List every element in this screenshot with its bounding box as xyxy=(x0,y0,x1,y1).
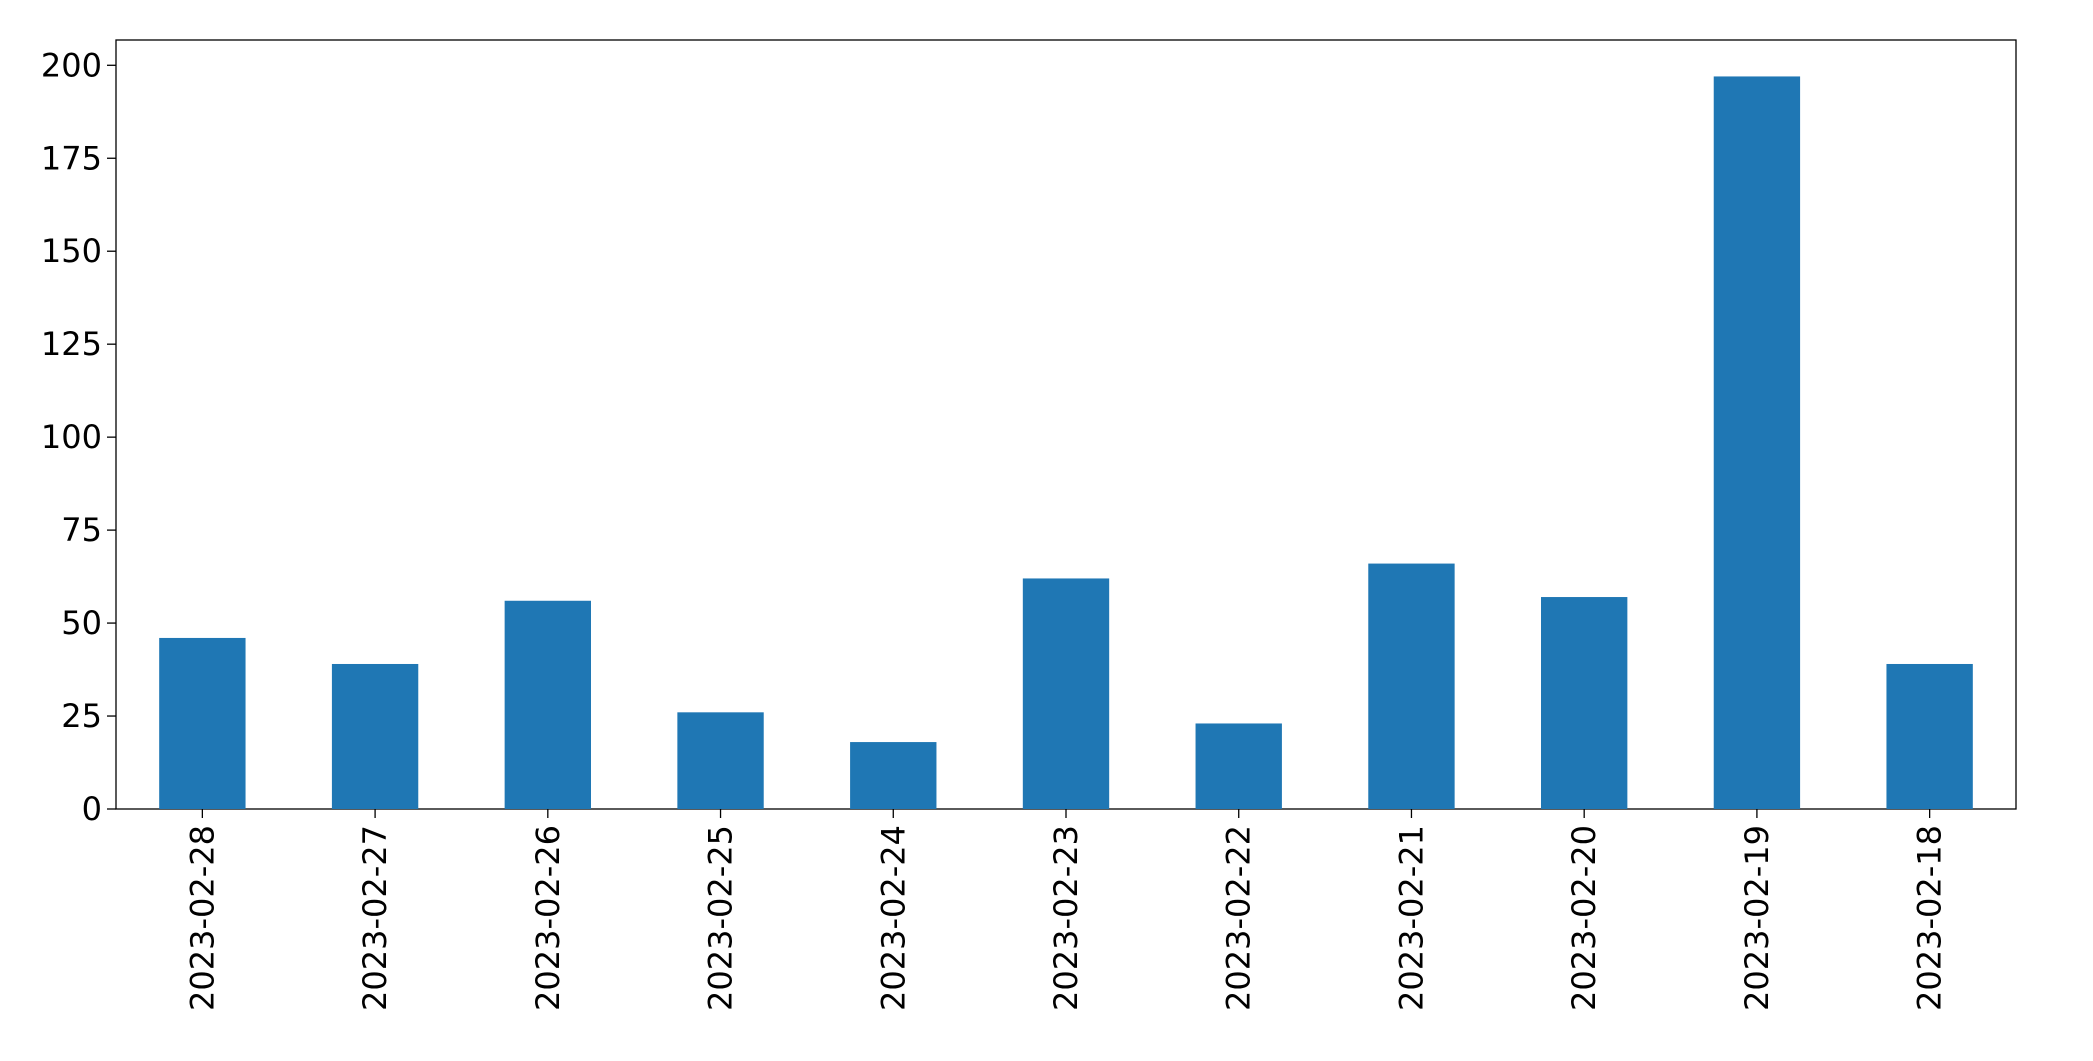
x-tick-label: 2023-02-18 xyxy=(1911,825,1949,1011)
bar xyxy=(331,663,419,809)
bar xyxy=(1886,663,1973,809)
y-tick-label: 0 xyxy=(82,790,102,828)
x-tick-label: 2023-02-26 xyxy=(529,825,567,1011)
bar xyxy=(159,637,246,809)
y-tick-label: 75 xyxy=(61,511,102,549)
x-tick-label: 2023-02-19 xyxy=(1738,825,1776,1011)
bar xyxy=(1541,597,1628,809)
y-tick-label: 125 xyxy=(41,325,102,363)
x-tick-label: 2023-02-21 xyxy=(1392,825,1430,1011)
bar xyxy=(1195,723,1282,809)
y-tick-label: 200 xyxy=(41,46,102,84)
y-tick-label: 100 xyxy=(41,418,102,456)
y-tick-label: 175 xyxy=(41,139,102,177)
x-tick-label: 2023-02-22 xyxy=(1220,825,1258,1011)
bar xyxy=(850,742,937,809)
x-tick-label: 2023-02-24 xyxy=(874,825,912,1011)
bar xyxy=(504,600,591,809)
y-tick-label: 25 xyxy=(61,697,102,735)
x-tick-label: 2023-02-27 xyxy=(356,825,394,1011)
bar xyxy=(677,712,764,809)
y-tick-label: 50 xyxy=(61,604,102,642)
bar xyxy=(1368,563,1455,809)
y-tick-label: 150 xyxy=(41,232,102,270)
x-tick-label: 2023-02-25 xyxy=(702,825,740,1011)
bar xyxy=(1022,578,1110,809)
bar xyxy=(1713,76,1801,810)
x-tick-label: 2023-02-23 xyxy=(1047,825,1085,1011)
x-tick-label: 2023-02-28 xyxy=(183,825,221,1011)
x-tick-label: 2023-02-20 xyxy=(1565,825,1603,1011)
